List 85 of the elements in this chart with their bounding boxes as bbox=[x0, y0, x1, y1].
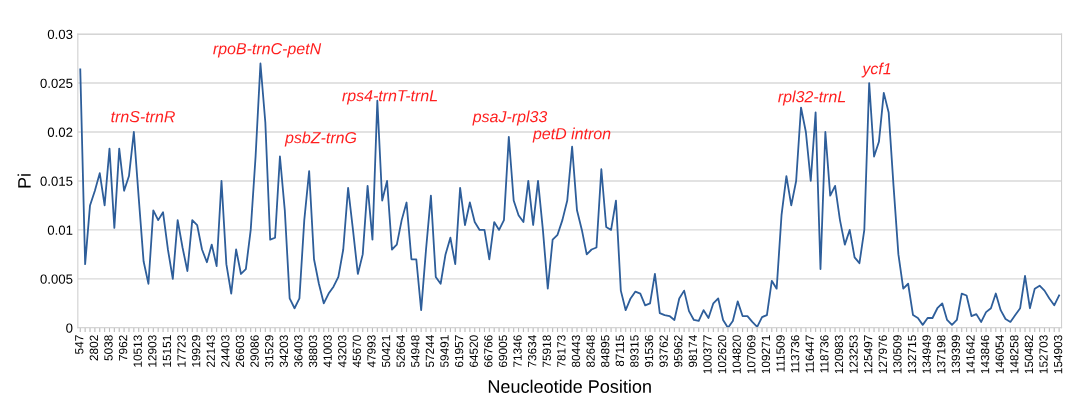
x-tick-label: 17723 bbox=[177, 335, 186, 367]
x-tick-label: 61957 bbox=[454, 335, 464, 367]
x-tick-label: 82648 bbox=[586, 335, 595, 368]
x-tick-label: 123253 bbox=[849, 335, 858, 374]
annotation: psaJ-rpl33 bbox=[472, 110, 548, 126]
x-tick-label: 26603 bbox=[235, 335, 245, 367]
x-tick-label: 87115 bbox=[615, 335, 624, 367]
x-tick-label: 91536 bbox=[644, 335, 654, 368]
x-tick-label: 137198 bbox=[937, 335, 946, 374]
y-tick-label: 0.025 bbox=[40, 78, 73, 88]
x-tick-label: 69005 bbox=[498, 335, 508, 367]
x-tick-label: 116447 bbox=[805, 335, 814, 373]
x-tick-label: 80443 bbox=[571, 335, 581, 368]
x-tick-label: 125497 bbox=[863, 335, 873, 374]
x-tick-label: 95962 bbox=[674, 335, 683, 368]
x-tick-label: 107069 bbox=[747, 335, 756, 374]
x-tick-label: 59491 bbox=[440, 335, 449, 368]
x-tick-label: 152703 bbox=[1039, 335, 1048, 374]
x-tick-label: 75918 bbox=[542, 335, 551, 367]
x-tick-label: 89315 bbox=[630, 335, 639, 368]
annotation: ycf1 bbox=[861, 62, 891, 78]
x-tick-label: 5038 bbox=[104, 335, 113, 361]
x-tick-label: 118736 bbox=[820, 335, 829, 373]
x-tick-label: 84895 bbox=[601, 335, 610, 368]
x-tick-label: 547 bbox=[75, 335, 84, 354]
x-tick-label: 52664 bbox=[396, 335, 405, 368]
x-tick-label: 130509 bbox=[893, 335, 902, 374]
x-tick-label: 146054 bbox=[995, 335, 1004, 374]
annotation: rpoB-trnC-petN bbox=[213, 42, 322, 58]
x-tick-label: 100377 bbox=[703, 335, 712, 374]
y-tick-label: 0 bbox=[66, 323, 73, 333]
x-tick-label: 102620 bbox=[717, 335, 727, 374]
x-tick-label: 7962 bbox=[118, 335, 128, 361]
x-tick-label: 57244 bbox=[425, 335, 435, 368]
x-tick-label: 54948 bbox=[411, 335, 420, 368]
x-tick-label: 22143 bbox=[206, 335, 215, 367]
x-tick-label: 150482 bbox=[1024, 335, 1034, 374]
x-tick-label: 104820 bbox=[732, 335, 741, 374]
x-tick-label: 24403 bbox=[221, 335, 230, 367]
annotation: psbZ-trnG bbox=[284, 131, 357, 147]
y-tick-label: 0.03 bbox=[47, 29, 73, 40]
x-tick-label: 29086 bbox=[250, 335, 259, 367]
y-tick-label: 0.02 bbox=[47, 127, 73, 137]
x-tick-label: 120983 bbox=[834, 335, 844, 374]
annotation: rps4-trnT-trnL bbox=[342, 90, 437, 105]
x-tick-label: 139399 bbox=[951, 335, 961, 374]
annotation: rpl32-trnL bbox=[778, 90, 846, 106]
x-tick-label: 109271 bbox=[761, 335, 771, 374]
x-tick-label: 127976 bbox=[878, 335, 887, 374]
x-tick-label: 111509 bbox=[776, 335, 785, 372]
x-tick-label: 93762 bbox=[659, 335, 668, 368]
x-tick-label: 47993 bbox=[367, 335, 376, 368]
x-tick-label: 45670 bbox=[352, 335, 362, 368]
x-tick-label: 12903 bbox=[148, 335, 157, 367]
x-tick-label: 148258 bbox=[1010, 335, 1019, 374]
x-tick-label: 15151 bbox=[162, 335, 172, 367]
x-tick-label: 66766 bbox=[484, 335, 493, 367]
x-tick-label: 64520 bbox=[469, 335, 478, 367]
x-tick-label: 154903 bbox=[1053, 335, 1063, 374]
x-tick-label: 10513 bbox=[133, 335, 142, 367]
x-tick-label: 43203 bbox=[338, 335, 347, 368]
y-tick-label: 0.01 bbox=[47, 225, 73, 235]
x-tick-label: 143846 bbox=[980, 335, 990, 374]
x-tick-label: 41003 bbox=[323, 335, 332, 368]
y-tick-label: 0.005 bbox=[40, 274, 73, 284]
x-tick-label: 132715 bbox=[907, 335, 917, 374]
x-tick-label: 73634 bbox=[527, 335, 537, 367]
x-tick-label: 141642 bbox=[966, 335, 975, 374]
x-tick-label: 36403 bbox=[294, 335, 303, 368]
x-tick-label: 98174 bbox=[688, 335, 698, 368]
x-tick-label: 78173 bbox=[557, 335, 566, 367]
annotation: petD intron bbox=[532, 127, 611, 143]
x-tick-label: 113736 bbox=[790, 335, 800, 373]
x-tick-label: 31529 bbox=[265, 335, 274, 368]
x-tick-label: 71346 bbox=[513, 335, 522, 367]
x-tick-label: 134949 bbox=[922, 335, 931, 374]
x-tick-label: 19929 bbox=[191, 335, 201, 367]
x-tick-label: 2802 bbox=[89, 335, 99, 361]
y-tick-label: 0.015 bbox=[40, 176, 73, 186]
x-tick-label: 34203 bbox=[279, 335, 288, 368]
annotation: trnS-trnR bbox=[111, 110, 175, 123]
x-axis-title: Neucleotide Position bbox=[488, 379, 651, 393]
y-axis-title: Pi bbox=[17, 174, 31, 188]
x-tick-label: 38803 bbox=[308, 335, 318, 368]
x-tick-label: 50421 bbox=[381, 335, 391, 368]
